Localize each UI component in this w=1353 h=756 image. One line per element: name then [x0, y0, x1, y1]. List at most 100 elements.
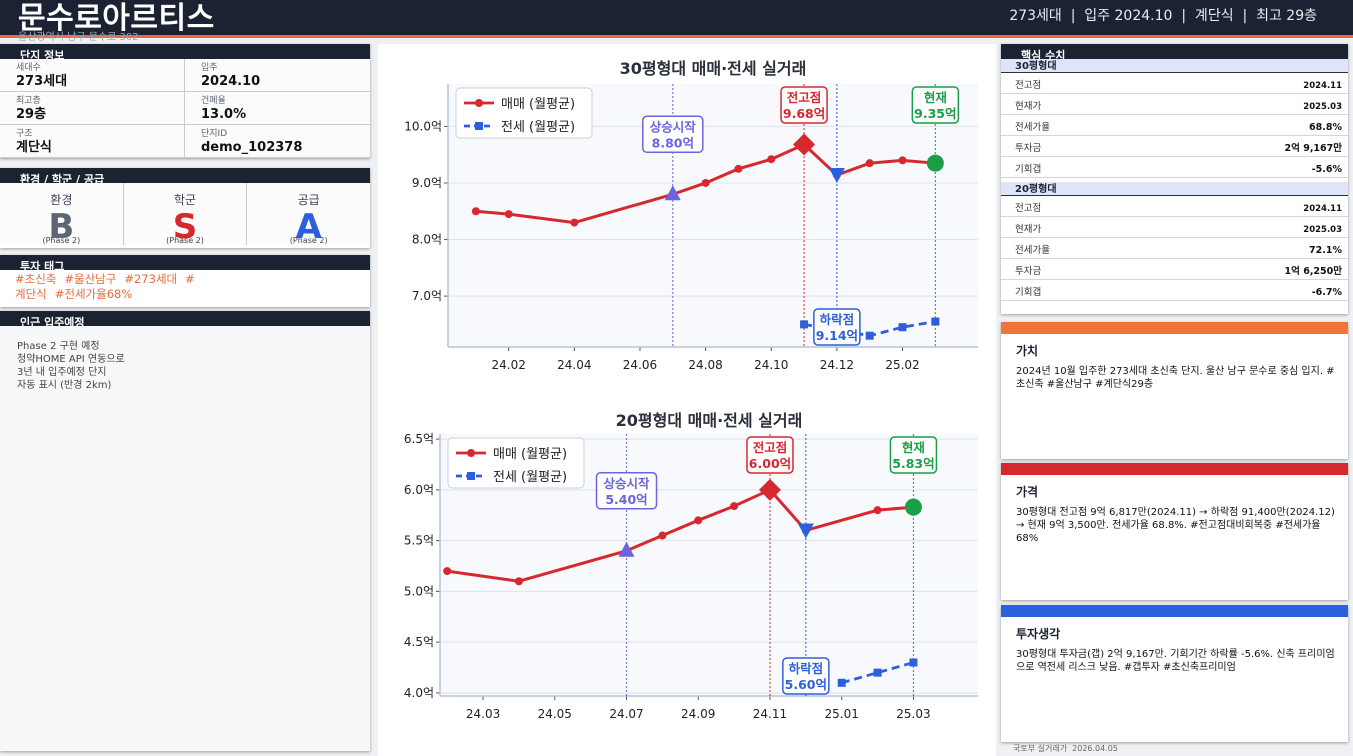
- metric-row: 전고점 2024.11: [1001, 73, 1348, 94]
- legend-label: 전세 (월평균): [501, 120, 575, 135]
- metric-value: 72.1%: [1309, 245, 1342, 256]
- annotation-value: 9.14억: [816, 328, 858, 343]
- info-label: 최고층: [16, 96, 41, 106]
- annotation-value: 5.40억: [605, 492, 647, 507]
- chart-20py: 4.0억 4.5억 5.0억 5.5억 6.0억 6.5억 24.03 24.05 24.07 2…: [378, 396, 996, 756]
- jeonse-point: [865, 331, 874, 340]
- value-card: 가치 2024년 10월 입주한 273세대 초신축 단지. 울산 남구 문수로…: [1001, 322, 1348, 459]
- jeonse-point: [909, 658, 918, 667]
- x-tick-label: 24.10: [754, 358, 788, 372]
- current-marker: [926, 154, 944, 172]
- annotation-value: 8.80억: [652, 135, 694, 150]
- tag[interactable]: #전세가율68%: [54, 287, 133, 301]
- metric-value: -6.7%: [1311, 287, 1342, 298]
- annotation-label: 전고점: [753, 440, 788, 455]
- peak-marker: [758, 478, 781, 501]
- legend-marker: [475, 99, 483, 107]
- peak-marker: [793, 133, 816, 156]
- key-metrics-table: 30평형대 전고점 2024.11 현재가 2025.03 전세가율 68.8% 투자금 2억 …: [1001, 59, 1348, 301]
- nearby-panel: 인근 입주예정 Phase 2 구현 예정 청약HOME API 연동으로 3년…: [0, 311, 370, 751]
- annotation-label: 하락점: [820, 312, 855, 327]
- annotation-box: [746, 436, 794, 474]
- y-tick-label: 10.0억: [404, 119, 442, 133]
- metric-label: 전고점: [1015, 203, 1042, 214]
- annotation-box: [595, 472, 658, 510]
- complex-info-panel: 단지 정보 세대수 273세대 입주 2024.10 최고층 29층 건폐율 13.0%…: [0, 44, 370, 158]
- annotation-value: 9.68억: [783, 106, 825, 121]
- annotation-label: 현재: [902, 440, 925, 455]
- tags-panel: 투자 태그 #초신축 #울산남구 #273세대 # 계단식 #전세가율68%: [0, 255, 370, 307]
- tag[interactable]: #울산남구: [64, 272, 117, 286]
- sale-point: [734, 164, 743, 173]
- y-tick-label: 5.0억: [404, 584, 434, 598]
- annotation-label: 전고점: [787, 90, 822, 105]
- metric-row: 현재가 2025.03: [1001, 217, 1348, 238]
- tag[interactable]: 계단식: [15, 287, 47, 301]
- metric-value: 2억 9,167만: [1284, 143, 1342, 154]
- metric-row: 전세가율 72.1%: [1001, 238, 1348, 259]
- card-accent-bar: [1001, 463, 1348, 475]
- nearby-heading: 인근 입주예정: [0, 311, 370, 326]
- x-tick-label: 24.12: [820, 358, 854, 372]
- sale-point: [514, 577, 523, 586]
- tag[interactable]: #273세대: [124, 272, 178, 286]
- grades-panel: 환경 / 학군 / 공급 환경 B (Phase 2) 학군 S (Phase …: [0, 168, 370, 248]
- chart-title: 20평형대 매매·전세 실거래: [616, 411, 803, 430]
- grade-school: 학군 S (Phase 2): [123, 183, 248, 245]
- y-tick-label: 9.0억: [412, 176, 442, 190]
- y-tick-label: 4.0억: [404, 686, 434, 700]
- annotation-box: [642, 115, 704, 154]
- sale-point: [865, 159, 874, 168]
- jeonse-point: [931, 317, 940, 326]
- annotation-box: [782, 657, 830, 695]
- drop-marker: [797, 523, 814, 539]
- sale-point: [694, 516, 703, 525]
- rise-start-marker: [664, 185, 681, 201]
- x-tick-label: 24.11: [753, 707, 787, 721]
- info-label: 입주: [201, 63, 218, 73]
- tag[interactable]: #초신축: [15, 272, 57, 286]
- sale-point: [570, 218, 579, 227]
- charts-area: 7.0억 8.0억 9.0억 10.0억 24.02 24.04 24.06 24.08 24.…: [378, 44, 996, 756]
- info-value: 29층: [16, 107, 47, 122]
- grade-note: (Phase 2): [289, 236, 328, 245]
- metric-label: 전고점: [1015, 80, 1042, 91]
- metric-row: 투자금 2억 9,167만: [1001, 136, 1348, 157]
- rise-start-marker: [618, 541, 635, 557]
- x-tick-label: 24.07: [609, 707, 643, 721]
- sale-point: [767, 155, 776, 164]
- key-metrics-panel: 핵심 수치 30평형대 전고점 2024.11 현재가 2025.03 전세가율 68.8%…: [1001, 44, 1348, 314]
- key-metrics-heading: 핵심 수치: [1001, 44, 1348, 59]
- grade-label: 환경: [50, 193, 73, 207]
- metric-row: 기회갭 -5.6%: [1001, 157, 1348, 178]
- metric-value: 2024.11: [1303, 81, 1342, 91]
- grade-note: (Phase 2): [166, 236, 204, 245]
- metrics-group-title: 20평형대: [1001, 182, 1348, 196]
- metric-label: 기회갭: [1015, 164, 1042, 175]
- info-label: 세대수: [16, 63, 41, 73]
- legend-marker: [467, 472, 475, 480]
- legend-label: 매매 (월평균): [501, 97, 575, 112]
- nearby-text: Phase 2 구현 예정 청약HOME API 연동으로 3년 내 입주예정 …: [17, 341, 125, 391]
- sale-point: [898, 156, 907, 165]
- metric-value: 2025.03: [1303, 102, 1342, 112]
- card-body: 30평형대 투자금(갭) 2억 9,167만. 기회기간 하락률 -5.6%. …: [1016, 649, 1335, 673]
- metric-value: 1억 6,250만: [1284, 266, 1342, 277]
- drop-marker: [828, 168, 845, 184]
- info-value: 273세대: [16, 74, 68, 89]
- x-tick-label: 24.04: [557, 358, 591, 372]
- jeonse-point: [873, 668, 882, 677]
- x-tick-label: 25.03: [896, 707, 930, 721]
- card-accent-bar: [1001, 322, 1348, 334]
- y-tick-label: 6.5억: [404, 432, 434, 446]
- tag[interactable]: #: [185, 272, 195, 286]
- card-title: 투자생각: [1016, 627, 1061, 641]
- metric-row: 전고점 2024.11: [1001, 196, 1348, 217]
- card-body: 30평형대 전고점 9억 6,817만(2024.11) → 하락점 91,40…: [1016, 507, 1335, 544]
- complex-address: 울산광역시 남구 문수로 302: [18, 32, 139, 43]
- card-body: 2024년 10월 입주한 273세대 초신축 단지. 울산 남구 문수로 중심…: [1016, 366, 1335, 390]
- header-summary: 273세대 | 입주 2024.10 | 계단식 | 최고 29층: [1009, 8, 1317, 24]
- legend-label: 전세 (월평균): [493, 470, 567, 485]
- metric-label: 전세가율: [1015, 122, 1050, 133]
- info-value: 계단식: [16, 140, 52, 155]
